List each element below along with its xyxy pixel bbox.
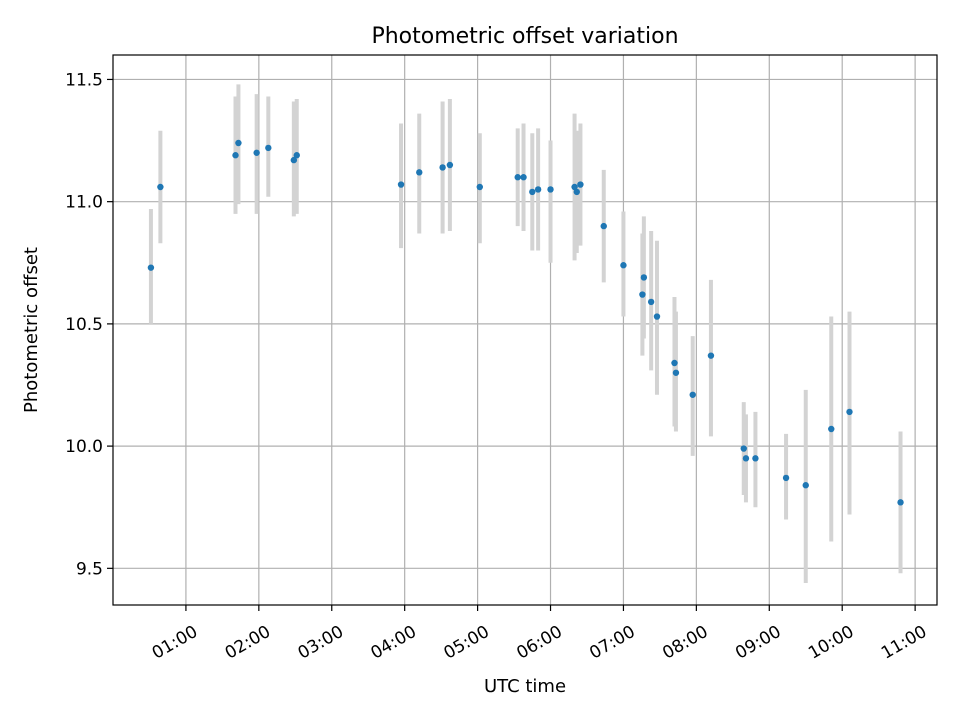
- data-point: [439, 164, 446, 171]
- data-point: [707, 352, 715, 359]
- plot-frame: [112, 54, 938, 606]
- data-point: [293, 152, 300, 159]
- y-tick-label: 11.0: [65, 193, 103, 213]
- data-point: [397, 181, 405, 188]
- data-point: [265, 144, 272, 152]
- data-point: [828, 425, 835, 433]
- data-point: [534, 186, 542, 193]
- data-point: [672, 369, 680, 376]
- data-point: [520, 174, 527, 181]
- data-point: [232, 152, 239, 159]
- data-point: [600, 222, 607, 230]
- y-tick-label: 10.5: [65, 315, 103, 335]
- data-point: [253, 149, 260, 156]
- data-point: [290, 156, 298, 164]
- data-point: [846, 408, 853, 416]
- data-points: [147, 139, 904, 506]
- data-point: [577, 181, 584, 188]
- data-point: [235, 139, 242, 147]
- y-tick-label: 11.5: [65, 70, 103, 90]
- data-point: [740, 445, 747, 452]
- data-point: [147, 264, 155, 271]
- data-point: [640, 274, 648, 281]
- y-axis-label: Photometric offset: [21, 247, 42, 413]
- data-point: [689, 391, 696, 398]
- data-point: [653, 313, 661, 320]
- data-point: [782, 474, 790, 482]
- data-point: [573, 188, 580, 196]
- data-point: [752, 455, 759, 462]
- data-point: [416, 169, 423, 176]
- x-axis-label: UTC time: [484, 676, 566, 697]
- data-point: [671, 359, 678, 367]
- data-point: [446, 161, 454, 169]
- y-tick-label: 10.0: [65, 437, 103, 457]
- y-axis-ticks: 9.5 10.0 10.5 11.0 11.5: [65, 70, 113, 579]
- data-point: [802, 482, 809, 489]
- data-point: [514, 174, 521, 181]
- chart-title: Photometric offset variation: [371, 24, 678, 49]
- data-point: [529, 188, 536, 196]
- data-point: [571, 183, 578, 191]
- data-point: [639, 291, 646, 298]
- data-point: [620, 262, 627, 269]
- data-point: [476, 183, 483, 191]
- data-point: [547, 186, 554, 193]
- data-point: [157, 183, 164, 191]
- data-point: [647, 298, 655, 306]
- data-point: [742, 455, 750, 462]
- data-point: [897, 499, 904, 506]
- y-tick-label: 9.5: [76, 559, 103, 579]
